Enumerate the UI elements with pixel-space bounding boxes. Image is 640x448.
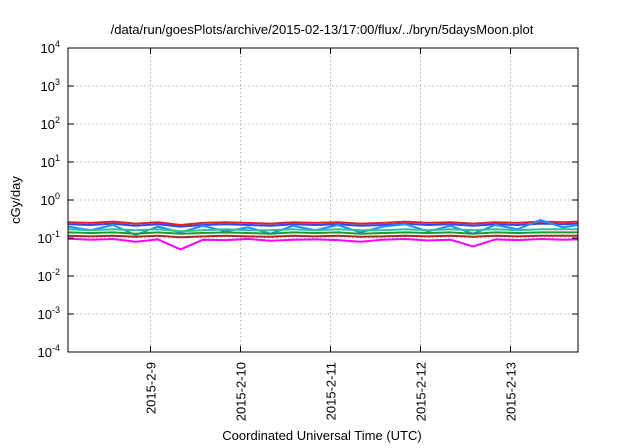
y-axis: 10-4 10-3 10-2 10-1 100 101 102 103 104 — [38, 39, 578, 360]
y-tick-label: 101 — [41, 153, 60, 170]
y-tick-label: 10-4 — [38, 343, 60, 360]
grid — [68, 47, 578, 353]
series-line-3 — [67, 218, 579, 236]
y-tick-label: 10-1 — [38, 229, 60, 246]
y-tick-label: 100 — [41, 191, 60, 208]
series-group — [67, 218, 579, 251]
x-tick-label: 2015-2-13 — [504, 362, 519, 421]
y-tick-label: 10-2 — [38, 267, 60, 284]
series-line-5 — [67, 231, 578, 235]
x-axis-label: Coordinated Universal Time (UTC) — [222, 428, 421, 443]
x-axis: 2015-2-9 2015-2-10 2015-2-11 2015-2-12 2015-… — [144, 48, 519, 421]
x-tick-label: 2015-2-10 — [234, 362, 249, 421]
y-tick-label: 10-3 — [38, 305, 60, 322]
series-line-2 — [67, 222, 579, 228]
series-line-7 — [67, 237, 579, 251]
y-axis-label: cGy/day — [8, 176, 23, 224]
y-tick-label: 102 — [41, 115, 60, 132]
x-tick-label: 2015-2-9 — [144, 362, 159, 414]
y-tick-label: 104 — [41, 39, 60, 56]
series-line-1 — [67, 220, 579, 226]
y-tick-label: 103 — [41, 77, 60, 94]
series-line-6 — [67, 234, 578, 239]
x-tick-label: 2015-2-12 — [414, 362, 429, 421]
x-tick-label: 2015-2-11 — [324, 362, 339, 420]
chart-title: /data/run/goesPlots/archive/2015-02-13/1… — [111, 22, 534, 37]
series-line-4 — [67, 228, 578, 233]
